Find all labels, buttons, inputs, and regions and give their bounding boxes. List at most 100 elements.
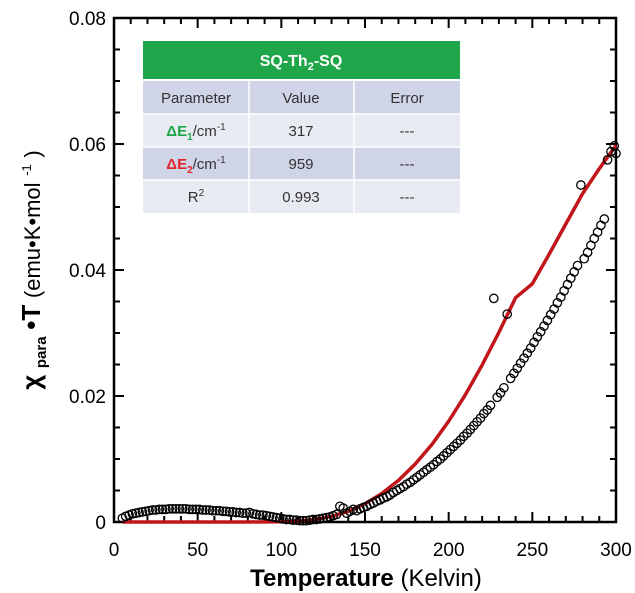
table-row-bg	[143, 81, 460, 114]
data-point	[445, 444, 456, 455]
table-cell: 0.993	[282, 189, 320, 206]
data-point	[499, 382, 509, 393]
data-point	[167, 503, 178, 514]
data-point	[214, 505, 225, 516]
data-point	[207, 505, 218, 516]
y-axis-unit-close: )	[20, 150, 45, 157]
data-point	[127, 508, 138, 519]
data-point	[174, 503, 185, 514]
data-point	[505, 373, 516, 384]
data-point	[304, 515, 315, 525]
data-point	[140, 506, 151, 517]
data-point	[532, 331, 543, 342]
data-point	[154, 504, 165, 515]
table-col-header: Parameter	[161, 90, 231, 107]
x-axis-title-bold: Temperature	[250, 565, 394, 592]
data-point	[458, 431, 469, 442]
y-axis-chi: χ	[16, 375, 46, 390]
data-point	[318, 513, 329, 524]
data-point	[264, 511, 275, 522]
data-point	[602, 154, 613, 165]
data-markers	[117, 141, 621, 526]
x-tick-label: 250	[516, 540, 548, 561]
data-point	[509, 368, 519, 379]
y-axis-title: χ para •T (emu•K•mol -1 )	[10, 150, 52, 390]
data-point	[281, 514, 292, 525]
data-point	[224, 507, 235, 517]
data-point	[150, 505, 161, 515]
data-point	[177, 503, 188, 514]
data-point	[284, 514, 295, 525]
data-point	[161, 504, 171, 515]
x-tick-label: 150	[349, 540, 381, 561]
data-point	[438, 451, 449, 461]
table-param-de1: ΔE1/cm-1	[166, 122, 226, 143]
data-point	[164, 503, 175, 514]
table-param-de2: ΔE2/cm-1	[166, 155, 226, 176]
table-param-r2: R2	[188, 188, 205, 206]
data-point	[278, 514, 288, 524]
table-cell: ---	[400, 156, 415, 173]
x-tick-label: 100	[265, 540, 297, 561]
data-point	[495, 388, 506, 398]
table-col-header: Value	[282, 90, 319, 107]
data-point	[525, 343, 536, 353]
y-axis-unit-sup: -1	[19, 164, 34, 176]
data-point	[237, 508, 248, 519]
data-point	[258, 510, 268, 520]
data-point	[294, 515, 305, 526]
table-cell: ---	[400, 189, 415, 206]
table-col-header: Error	[390, 90, 423, 107]
data-point	[314, 514, 325, 524]
data-point	[519, 353, 529, 364]
data-point	[428, 459, 439, 470]
data-point	[488, 293, 499, 304]
data-point	[606, 146, 616, 157]
y-tick-label: 0.06	[69, 135, 106, 156]
data-point	[248, 508, 258, 519]
x-tick-label: 50	[187, 540, 208, 561]
data-point	[181, 503, 191, 514]
table-cell: 317	[288, 123, 313, 140]
data-point	[144, 505, 154, 516]
data-point	[191, 504, 201, 515]
data-point	[321, 512, 332, 523]
data-point	[522, 348, 533, 359]
data-point	[448, 441, 459, 452]
data-point	[157, 504, 168, 515]
data-point	[442, 447, 452, 458]
y-axis-unit: (emu•K•mol	[20, 182, 45, 298]
data-point	[515, 358, 526, 369]
data-point	[171, 503, 181, 514]
data-point	[308, 514, 318, 525]
y-tick-label: 0.02	[69, 387, 106, 408]
data-point	[572, 260, 583, 271]
fit-line	[122, 144, 618, 524]
data-point	[301, 515, 312, 526]
data-point	[291, 515, 302, 525]
tick-labels: 0 50 100 150 200 250 300 0 0.02 0.04 0.06 0.08	[69, 9, 632, 561]
data-point	[435, 454, 446, 464]
data-point	[288, 515, 298, 525]
data-point	[576, 180, 586, 190]
data-point	[311, 514, 322, 525]
table-cell: ---	[400, 123, 415, 140]
data-point	[502, 309, 513, 319]
data-point	[452, 438, 462, 449]
data-point	[137, 507, 148, 517]
y-tick-label: 0	[95, 513, 106, 534]
data-point	[201, 505, 211, 515]
y-axis-main: •T	[16, 305, 46, 330]
axis-ticks	[113, 17, 617, 523]
data-point	[254, 510, 265, 520]
data-point	[535, 326, 546, 337]
table-row-bg	[143, 114, 460, 147]
table-row-bg	[143, 180, 460, 213]
data-point	[211, 505, 221, 516]
table-header-bg	[143, 41, 460, 79]
data-point	[261, 510, 272, 521]
table-row-bg	[143, 147, 460, 180]
x-tick-label: 300	[600, 540, 632, 561]
data-point	[217, 506, 228, 517]
